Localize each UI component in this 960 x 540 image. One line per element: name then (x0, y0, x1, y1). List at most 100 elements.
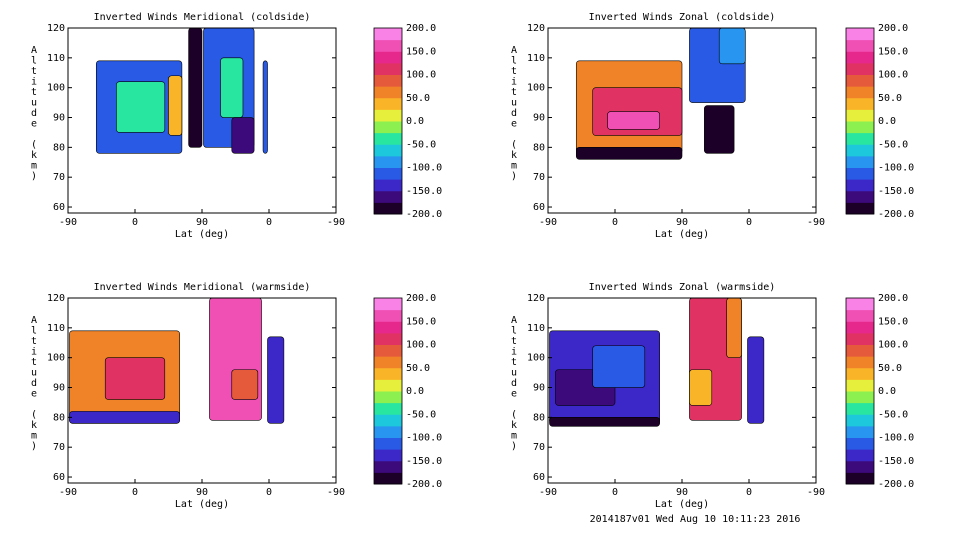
y-tick-label: 120 (527, 23, 545, 34)
colorbar-segment (846, 109, 874, 122)
contour-regions (69, 297, 285, 424)
colorbar-segment (846, 51, 874, 64)
x-tick-label: -90 (327, 217, 345, 228)
y-tick-label: 80 (53, 142, 65, 153)
x-tick-label: 90 (196, 217, 208, 228)
y-axis-label-char: t (511, 336, 517, 347)
y-tick-label: 100 (527, 353, 545, 364)
colorbar-tick-label: 200.0 (406, 293, 436, 304)
y-tick-label: 120 (47, 23, 65, 34)
y-tick-label: 90 (53, 113, 65, 124)
y-axis-label-char: t (31, 336, 37, 347)
colorbar-segment (374, 344, 402, 357)
colorbar-segment (374, 109, 402, 122)
y-axis-label-char: t (31, 357, 37, 368)
y-tick-label: 90 (533, 113, 545, 124)
colorbar-tick-label: -150.0 (406, 186, 442, 197)
colorbar-tick-label: -50.0 (406, 409, 436, 420)
colorbar-segment (846, 425, 874, 438)
contour-region (188, 27, 203, 148)
colorbar-segment (846, 379, 874, 392)
colorbar-segment (374, 437, 402, 450)
y-tick-label: 90 (533, 383, 545, 394)
y-tick-label: 100 (47, 83, 65, 94)
colorbar-tick-label: 200.0 (878, 293, 908, 304)
colorbar-segment (374, 379, 402, 392)
y-tick-label: 120 (527, 293, 545, 304)
y-axis-label-char: u (31, 98, 37, 109)
colorbar-segment (374, 460, 402, 473)
chart-panel-1: Inverted Winds Meridional (coldside) -90 0… (31, 12, 442, 240)
y-axis-label-char: ( (31, 410, 37, 421)
colorbar-tick-label: -200.0 (406, 479, 442, 490)
chart-title: Inverted Winds Meridional (coldside) (94, 12, 311, 23)
colorbar-tick-label: 150.0 (878, 316, 908, 327)
colorbar-segment (374, 121, 402, 134)
colorbar-segment (374, 190, 402, 203)
y-axis-label-char: k (31, 420, 37, 431)
y-axis-label-char: A (511, 45, 517, 56)
contour-region (704, 105, 735, 154)
y-axis-label-char: u (31, 368, 37, 379)
y-axis-label-char: A (31, 45, 37, 56)
y-axis-label-char: l (31, 56, 37, 67)
colorbar-segment (846, 28, 874, 41)
colorbar-segment (374, 167, 402, 180)
colorbar-segment (846, 167, 874, 180)
colorbar-segment (846, 298, 874, 311)
y-tick-label: 80 (533, 142, 545, 153)
x-tick-label: -90 (539, 487, 557, 498)
colorbar-tick-label: -150.0 (878, 456, 914, 467)
x-tick-label: -90 (59, 487, 77, 498)
colorbar-tick-label: -100.0 (406, 433, 442, 444)
contour-region (592, 345, 646, 388)
colorbar-tick-label: 0.0 (878, 116, 896, 127)
colorbar-segment (846, 414, 874, 427)
y-tick-label: 80 (53, 412, 65, 423)
colorbar-tick-label: -200.0 (878, 209, 914, 220)
colorbar-segment (846, 132, 874, 145)
colorbar-tick-label: 50.0 (406, 363, 430, 374)
y-axis-label-char: ) (31, 171, 37, 182)
y-tick-label: 60 (533, 202, 545, 213)
y-axis-label-char: t (511, 66, 517, 77)
y-axis-label-char: e (511, 389, 517, 400)
y-axis-label-char: ( (511, 410, 517, 421)
colorbar-segment (846, 391, 874, 404)
contour-region (747, 336, 765, 424)
contour-region (607, 111, 660, 130)
colorbar-segment (374, 202, 402, 215)
colorbar-segment (846, 62, 874, 75)
colorbar-segment (374, 309, 402, 322)
y-tick-label: 60 (53, 472, 65, 483)
colorbar-tick-label: 150.0 (878, 46, 908, 57)
y-axis-label-char: A (31, 315, 37, 326)
colorbar-segment (846, 86, 874, 99)
colorbar-segment (374, 367, 402, 380)
colorbar-segment (374, 51, 402, 64)
x-tick-label: -90 (327, 487, 345, 498)
colorbar-segment (374, 62, 402, 75)
x-tick-label: 0 (266, 217, 272, 228)
colorbar-segment (374, 391, 402, 404)
x-tick-label: 90 (676, 217, 688, 228)
colorbar-segment (846, 472, 874, 485)
x-tick-label: 0 (132, 217, 138, 228)
y-axis-label-char: i (511, 347, 517, 358)
colorbar-tick-label: 100.0 (406, 70, 436, 81)
colorbar-segment (374, 28, 402, 41)
y-axis-label-char: k (511, 420, 517, 431)
y-axis-label-char: t (31, 66, 37, 77)
colorbar-tick-label: 100.0 (878, 70, 908, 81)
colorbar-tick-label: -50.0 (406, 139, 436, 150)
colorbar-segment (846, 144, 874, 157)
x-axis-label: Lat (deg) (175, 229, 229, 240)
y-axis-label-char: e (31, 119, 37, 130)
colorbar-segment (374, 425, 402, 438)
colorbar-segment (846, 437, 874, 450)
y-tick-label: 110 (527, 323, 545, 334)
y-axis-label-char: m (31, 161, 37, 172)
contour-regions (575, 27, 746, 160)
colorbar-segment (846, 190, 874, 203)
colorbar-segment (374, 155, 402, 168)
